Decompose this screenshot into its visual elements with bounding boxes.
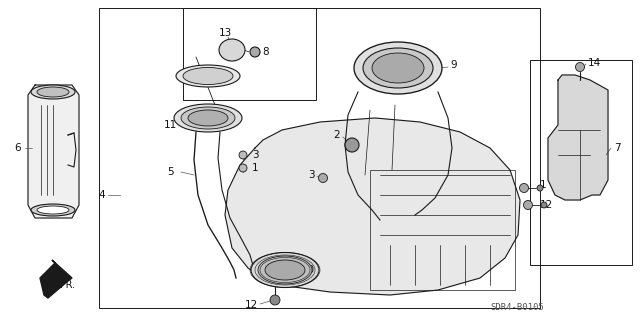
Circle shape (239, 151, 247, 159)
Ellipse shape (176, 65, 240, 87)
Bar (99, 8, 540, 308)
Ellipse shape (37, 206, 69, 214)
Text: 9: 9 (450, 60, 456, 70)
Polygon shape (40, 260, 72, 298)
Ellipse shape (183, 68, 233, 85)
Bar (183, 8, 316, 100)
Ellipse shape (181, 107, 235, 129)
Text: 5: 5 (168, 167, 174, 177)
Text: 2: 2 (333, 130, 340, 140)
Text: 12: 12 (540, 200, 553, 210)
Polygon shape (225, 118, 520, 295)
Text: 4: 4 (99, 190, 105, 200)
Text: 1: 1 (540, 180, 547, 190)
Text: 13: 13 (218, 28, 232, 38)
Ellipse shape (174, 104, 242, 132)
Text: 12: 12 (244, 300, 258, 310)
Circle shape (319, 174, 328, 182)
Text: 14: 14 (588, 58, 601, 68)
Text: 6: 6 (15, 143, 21, 153)
Ellipse shape (31, 85, 75, 99)
Ellipse shape (31, 204, 75, 216)
Text: 10: 10 (302, 265, 315, 275)
Text: 11: 11 (164, 120, 177, 130)
Ellipse shape (251, 253, 319, 287)
Text: FR.: FR. (60, 280, 75, 290)
Circle shape (345, 138, 359, 152)
Ellipse shape (354, 42, 442, 94)
Polygon shape (548, 75, 608, 200)
Text: SDR4-B0105: SDR4-B0105 (490, 303, 544, 313)
Bar (530, 60, 632, 265)
Text: 3: 3 (252, 150, 259, 160)
Bar (370, 170, 515, 290)
Text: 3: 3 (308, 170, 315, 180)
Ellipse shape (188, 110, 228, 126)
Ellipse shape (265, 260, 305, 280)
Circle shape (524, 201, 532, 210)
Circle shape (541, 202, 547, 208)
Text: 7: 7 (614, 143, 621, 153)
Ellipse shape (37, 87, 69, 97)
Circle shape (537, 185, 543, 191)
Circle shape (270, 295, 280, 305)
Circle shape (239, 164, 247, 172)
Polygon shape (28, 85, 79, 218)
Text: 1: 1 (252, 163, 259, 173)
Ellipse shape (372, 53, 424, 83)
Ellipse shape (363, 48, 433, 88)
Text: 8: 8 (262, 47, 269, 57)
Ellipse shape (219, 39, 245, 61)
Ellipse shape (258, 256, 312, 284)
Circle shape (575, 63, 584, 71)
Circle shape (250, 47, 260, 57)
Circle shape (520, 183, 529, 192)
